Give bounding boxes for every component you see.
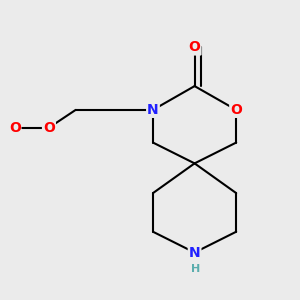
Text: O: O	[9, 121, 21, 135]
Text: H: H	[191, 264, 201, 274]
Text: O: O	[43, 121, 55, 135]
Text: O: O	[230, 103, 242, 117]
Text: O: O	[189, 40, 200, 55]
Text: N: N	[189, 245, 200, 260]
Text: N: N	[147, 103, 159, 117]
